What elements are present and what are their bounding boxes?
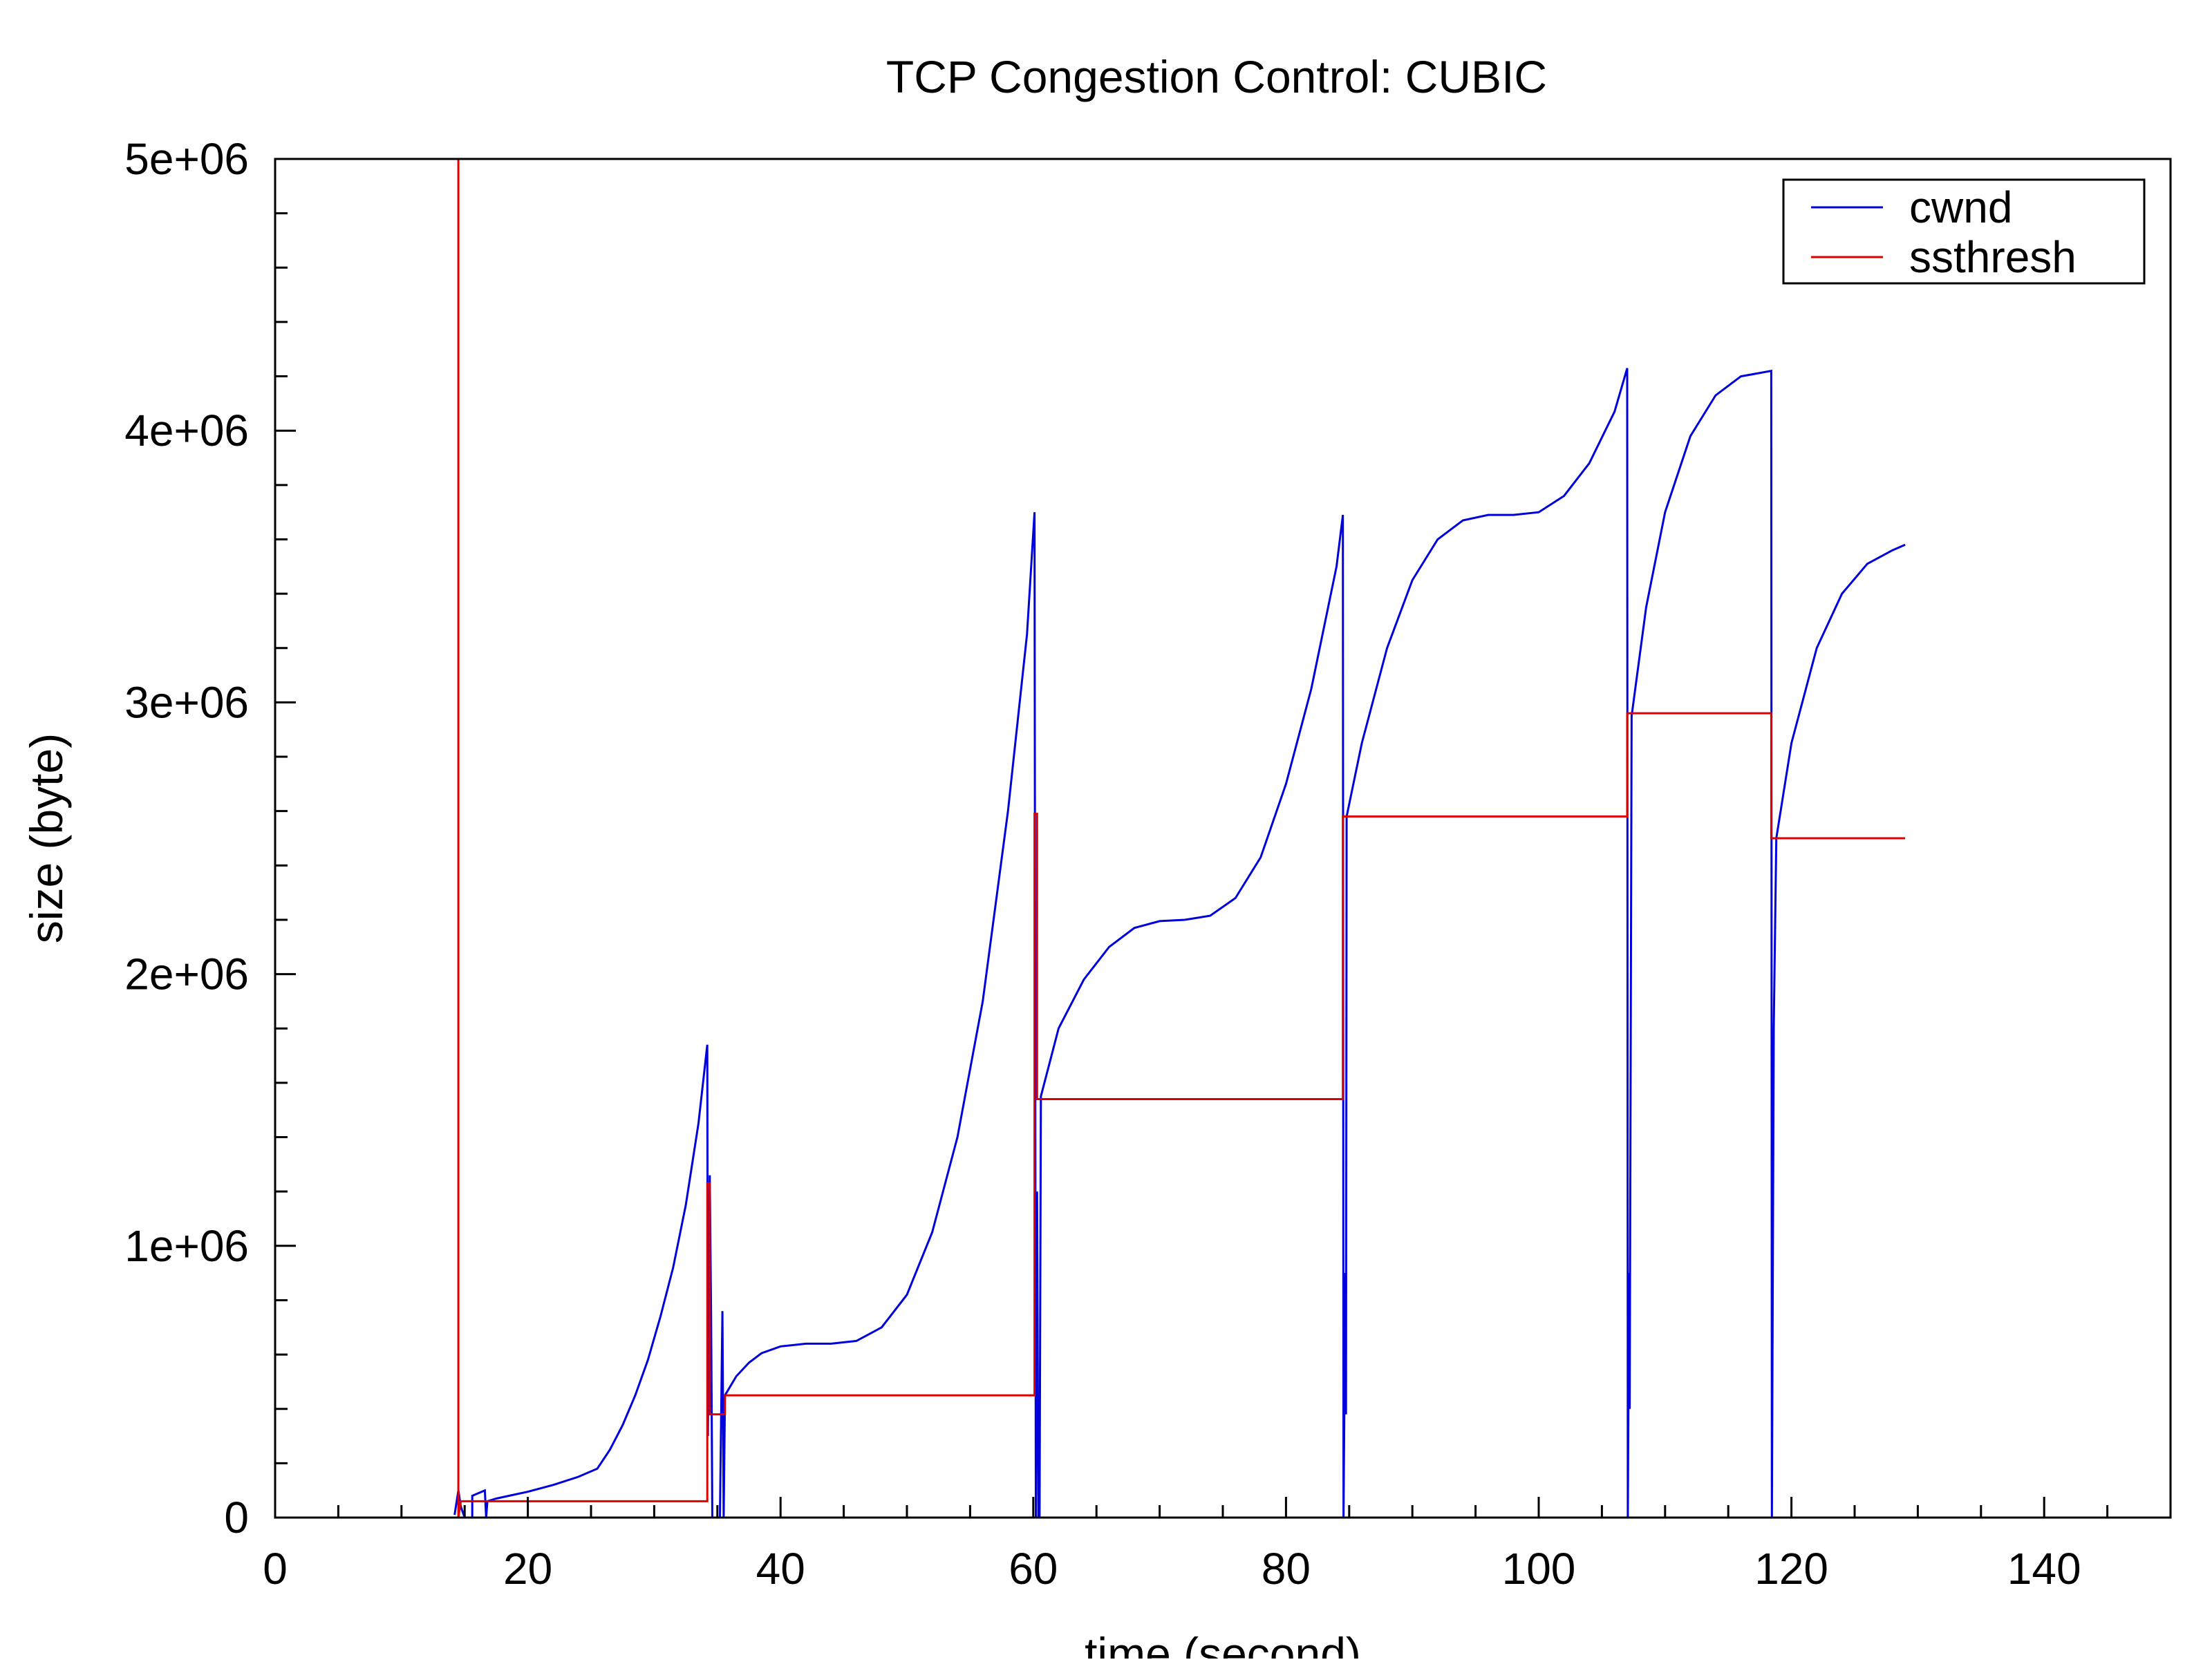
x-tick-label: 80	[1262, 1544, 1311, 1594]
series-line-ssthresh	[457, 159, 1906, 1518]
x-tick-label: 140	[2007, 1544, 2081, 1594]
legend: cwnd ssthresh	[1782, 178, 2146, 285]
y-axis: 0 1e+06 2e+06 3e+06 4e+06 5e+06	[124, 134, 296, 1542]
x-tick-label: 100	[1502, 1544, 1576, 1594]
x-tick-label: 0	[263, 1544, 288, 1594]
y-tick-label: 5e+06	[124, 134, 249, 184]
y-tick-label: 1e+06	[124, 1221, 249, 1271]
y-axis-label: size (byte)	[21, 733, 72, 943]
x-tick-label: 120	[1754, 1544, 1828, 1594]
chart-title: TCP Congestion Control: CUBIC	[886, 51, 1547, 102]
x-axis: 0 20 40 60 80 100 120 140	[263, 1497, 2109, 1594]
y-tick-label: 3e+06	[124, 677, 249, 727]
x-tick-label: 60	[1009, 1544, 1058, 1594]
y-tick-label: 2e+06	[124, 950, 249, 999]
y-tick-label: 0	[224, 1493, 249, 1542]
x-axis-label: time (second)	[1085, 1628, 1361, 1659]
legend-label-ssthresh: ssthresh	[1909, 232, 2077, 282]
x-tick-label: 40	[756, 1544, 805, 1594]
y-tick-label: 4e+06	[124, 406, 249, 455]
legend-label-cwnd: cwnd	[1909, 182, 2012, 232]
x-tick-label: 20	[503, 1544, 552, 1594]
legend-box	[1782, 178, 2146, 285]
